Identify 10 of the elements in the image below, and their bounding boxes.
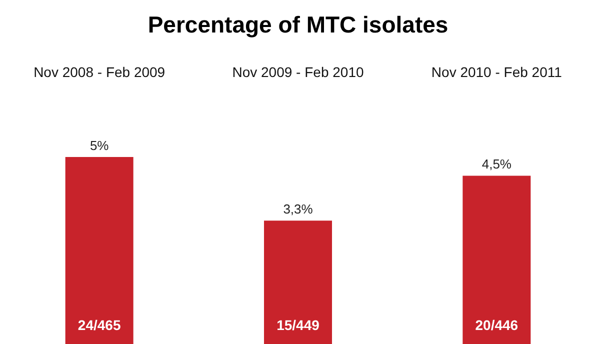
data-label: 5% — [90, 138, 110, 153]
annotation: 24/465 — [78, 317, 121, 333]
chart-title: Percentage of MTC isolates — [148, 12, 448, 38]
annotation: 15/449 — [276, 317, 320, 333]
x-tick-label: Nov 2010 - Feb 2011 — [431, 64, 562, 80]
data-label: 4,5% — [482, 156, 512, 172]
x-tick-label: Nov 2009 - Feb 2010 — [232, 64, 364, 80]
x-tick-label: Nov 2008 - Feb 2009 — [34, 64, 166, 80]
annotation: 20/446 — [475, 317, 518, 333]
data-label: 3,3% — [283, 202, 314, 217]
